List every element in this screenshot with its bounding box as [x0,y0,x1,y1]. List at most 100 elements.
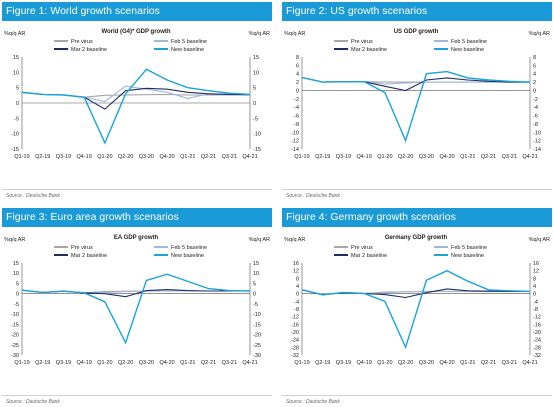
legend-label: Mar 2 baseline [351,253,387,259]
world-growth-chart: %q/q AR %q/q AR World (G4)* GDP growth Pre … [4,29,270,160]
y-tick-label-left: -2 [294,97,299,103]
y-tick-label-left: 12 [293,269,299,275]
y-tick-label-left: -10 [291,130,299,136]
x-tick-label: Q2-21 [481,360,496,366]
y-tick-label-right: -20 [253,333,261,339]
y-tick-label-left: -5 [14,302,19,308]
x-tick-label: Q1-20 [377,154,392,160]
y-tick-label-right: 4 [533,72,536,78]
y-tick-label-right: -10 [253,312,261,318]
y-axis-label-right: %q/q AR [249,237,270,243]
y-tick-label-left: -30 [11,353,19,359]
y-tick-label-left: -20 [291,330,299,336]
y-tick-label-right: -20 [533,330,541,336]
y-tick-label-right: 2 [533,80,536,86]
y-tick-label-right: -6 [533,114,538,120]
x-tick-label: Q4-20 [159,360,174,366]
y-tick-label-right: -30 [253,353,261,359]
y-tick-label-right: -14 [533,147,541,153]
x-tick-label: Q2-19 [35,360,50,366]
y-tick-label-right: -24 [533,338,541,344]
y-tick-label-right: -4 [533,105,538,111]
y-tick-label-left: -12 [291,139,299,145]
x-tick-label: Q3-21 [222,154,237,160]
x-tick-label: Q1-20 [97,360,112,366]
chart-title: World (G4)* GDP growth [101,29,170,35]
y-tick-label-right: 10 [253,70,259,76]
y-tick-label-left: 10 [13,70,19,76]
x-tick-label: Q2-19 [315,154,330,160]
y-tick-label-left: 10 [13,271,19,277]
y-tick-label-right: -15 [253,147,261,153]
y-tick-label-left: -16 [291,322,299,328]
y-tick-label-left: -12 [291,315,299,321]
x-tick-label: Q2-19 [35,154,50,160]
y-tick-label-right: 12 [533,269,539,275]
y-tick-label-left: 4 [296,284,299,290]
legend-label: New baseline [171,47,204,53]
y-tick-label-left: -25 [11,343,19,349]
y-tick-label-left: -4 [294,299,299,305]
figure-3-chart: %q/q AR %q/q AR EA GDP growth Pre virus Feb … [2,227,272,405]
x-tick-label: Q4-19 [77,360,92,366]
x-tick-label: Q4-21 [242,154,257,160]
y-tick-label-left: 8 [296,276,299,282]
figure-4-source: Source : Deutsche Bank [286,399,340,405]
y-tick-label-left: -10 [11,132,19,138]
x-tick-label: Q4-19 [357,154,372,160]
x-tick-label: Q4-21 [522,154,537,160]
y-tick-label-left: -32 [291,353,299,359]
y-tick-label-right: -2 [533,97,538,103]
y-tick-label-left: -28 [291,345,299,351]
y-tick-label-left: -15 [11,322,19,328]
x-tick-label: Q4-20 [159,154,174,160]
y-tick-label-left: 8 [296,55,299,61]
germany-growth-chart: %q/q AR %q/q AR Germany GDP growth Pre viru… [284,235,550,366]
legend-label: New baseline [171,253,204,259]
x-tick-label: Q3-21 [502,154,517,160]
figure-2-divider [282,189,552,190]
y-tick-label-right: 10 [253,271,259,277]
y-tick-label-right: -28 [533,345,541,351]
legend-label: New baseline [451,47,484,53]
legend-label: Feb 5 baseline [451,245,487,251]
y-tick-label-right: -8 [533,307,538,313]
figure-3-source: Source : Deutsche Bank [6,399,60,405]
y-tick-label-right: -5 [253,116,258,122]
y-tick-label-left: -14 [291,147,299,153]
x-tick-label: Q2-19 [315,360,330,366]
x-tick-label: Q2-20 [398,360,413,366]
y-tick-label-left: -4 [294,105,299,111]
y-tick-label-right: 15 [253,261,259,267]
y-tick-label-left: 6 [296,63,299,69]
y-tick-label-left: -20 [11,333,19,339]
y-tick-label-left: 0 [296,88,299,94]
y-axis-label-left: %q/q AR [4,31,25,37]
x-tick-label: Q3-20 [419,360,434,366]
x-tick-label: Q3-19 [336,154,351,160]
figure-1-source: Source : Deutsche Bank [6,193,60,199]
x-tick-label: Q1-19 [294,360,309,366]
figure-4-header: Figure 4: Germany growth scenarios [282,208,552,227]
legend-label: Feb 5 baseline [171,39,207,45]
x-tick-label: Q3-19 [56,360,71,366]
legend-label: Pre virus [71,245,93,251]
euro-area-growth-chart: %q/q AR %q/q AR EA GDP growth Pre virus Feb … [4,235,270,366]
chart-title: EA GDP growth [114,235,159,241]
x-tick-label: Q2-20 [118,154,133,160]
x-tick-label: Q2-20 [398,154,413,160]
x-tick-label: Q1-19 [14,360,29,366]
y-tick-label-left: 16 [293,261,299,267]
figure-2-header: Figure 2: US growth scenarios [282,2,552,21]
x-tick-label: Q4-21 [242,360,257,366]
x-tick-label: Q1-19 [294,154,309,160]
y-tick-label-right: 5 [253,86,256,92]
y-tick-label-left: 0 [296,292,299,298]
x-tick-label: Q4-19 [357,360,372,366]
y-tick-label-right: -16 [533,322,541,328]
y-tick-label-left: -15 [11,147,19,153]
y-tick-label-right: 16 [533,261,539,267]
y-tick-label-left: 15 [13,55,19,61]
figure-1-header: Figure 1: World growth scenarios [2,2,272,21]
x-tick-label: Q1-21 [460,360,475,366]
